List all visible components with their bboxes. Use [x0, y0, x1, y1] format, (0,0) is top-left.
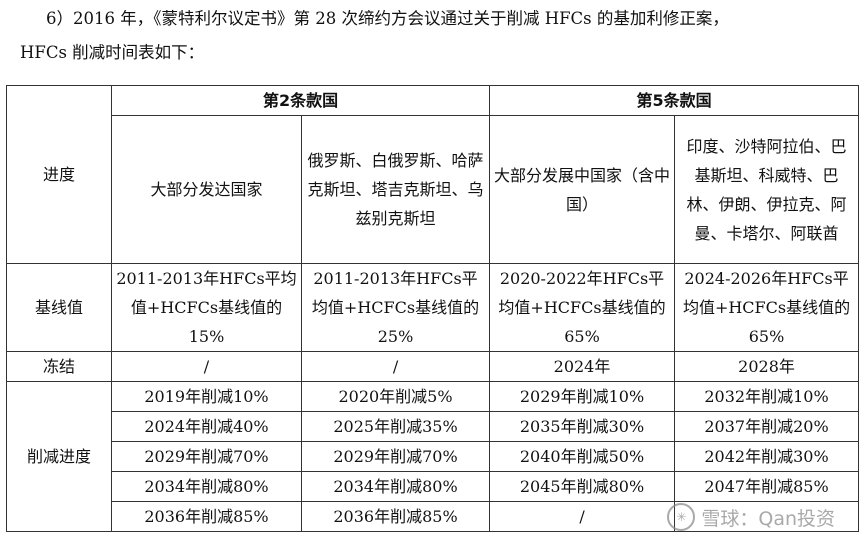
cell-reduction: 2029年削减70%	[300, 441, 491, 472]
cell-reduction: 2024年削减40%	[111, 411, 302, 442]
cell-reduction: 2047年削减85%	[674, 471, 860, 502]
cell-baseline: 2024-2026年HFCs平均值+HCFCs基线值的65%	[674, 263, 860, 352]
table-row: 进度 第2条款国 第5条款国	[6, 85, 860, 264]
intro-line-2: HFCs 削减时间表如下：	[20, 43, 205, 62]
table-row: 2029年削减70% 2029年削减70% 2040年削减50% 2042年削减…	[7, 441, 860, 472]
cell-baseline: 2011-2013年HFCs平均值+HCFCs基线值的25%	[300, 263, 491, 352]
cell-reduction: 2040年削减50%	[489, 441, 676, 472]
table-row: 冻结 / / 2024年 2028年	[6, 351, 860, 382]
intro-line-1: 6）2016 年，《蒙特利尔议定书》第 28 次缔约方会议通过关于削减 HFCs…	[46, 9, 729, 28]
cell-reduction: 2020年削减5%	[300, 381, 491, 412]
cell-reduction: 2034年削减80%	[300, 471, 491, 502]
table-row: 削减进度 2019年削减10% 2020年削减5% 2029年削减10% 203…	[6, 381, 860, 532]
header-article-2: 第2条款国	[110, 85, 491, 116]
watermark-text: 雪球：Qan投资	[701, 507, 835, 530]
table-row: 2024年削减40% 2025年削减35% 2035年削减30% 2037年削减…	[7, 411, 860, 442]
cell-reduction: 2035年削减30%	[489, 411, 676, 442]
header-col-india-group: 印度、沙特阿拉伯、巴基斯坦、科威特、巴林、伊朗、伊拉克、阿曼、卡塔尔、阿联酋	[674, 115, 860, 264]
cell-freeze: /	[111, 351, 302, 382]
table-row: 基线值 2011-2013年HFCs平均值+HCFCs基线值的15% 2011-…	[6, 263, 860, 352]
header-col-developing: 大部分发展中国家（含中国）	[489, 115, 676, 264]
header-col-russia-group: 俄罗斯、白俄罗斯、哈萨克斯坦、塔吉克斯坦、乌兹别克斯坦	[300, 115, 491, 264]
header-article-5: 第5条款国	[489, 85, 860, 116]
cell-reduction: 2037年削减20%	[674, 411, 860, 442]
hfc-reduction-table: 进度 第2条款国 第5条款国 大部分发达国家 俄罗斯、白俄罗斯、哈萨克斯坦、塔吉…	[6, 85, 860, 532]
cell-freeze: 2028年	[674, 351, 860, 382]
cell-reduction: 2029年削减70%	[111, 441, 302, 472]
cell-reduction: 2025年削减35%	[300, 411, 491, 442]
cell-baseline: 2020-2022年HFCs平均值+HCFCs基线值的65%	[489, 263, 676, 352]
snowball-logo-icon: ✳	[667, 503, 696, 531]
table-row: 大部分发达国家 俄罗斯、白俄罗斯、哈萨克斯坦、塔吉克斯坦、乌兹别克斯坦 大部分发…	[7, 115, 860, 264]
cell-reduction: 2032年削减10%	[674, 381, 860, 412]
cell-baseline: 2011-2013年HFCs平均值+HCFCs基线值的15%	[111, 263, 302, 352]
cell-reduction: 2034年削减80%	[111, 471, 302, 502]
cell-reduction: 2042年削减30%	[674, 441, 860, 472]
watermark: ✳ 雪球：Qan投资	[667, 503, 835, 531]
header-progress: 进度	[6, 85, 112, 264]
row-label-baseline: 基线值	[6, 263, 112, 352]
table-row: 2034年削减80% 2034年削减80% 2045年削减80% 2047年削减…	[7, 471, 860, 502]
row-label-freeze: 冻结	[6, 351, 112, 382]
row-label-reduction: 削减进度	[6, 381, 112, 532]
cell-freeze: 2024年	[489, 351, 676, 382]
cell-reduction: 2029年削减10%	[489, 381, 676, 412]
cell-reduction: 2019年削减10%	[111, 381, 302, 412]
cell-freeze: /	[300, 351, 491, 382]
cell-reduction: 2036年削减85%	[111, 501, 302, 532]
cell-reduction: /	[489, 501, 676, 532]
cell-reduction	[674, 501, 860, 532]
header-col-developed: 大部分发达国家	[111, 115, 302, 264]
cell-reduction: 2045年削减80%	[489, 471, 676, 502]
intro-paragraph: 6）2016 年，《蒙特利尔议定书》第 28 次缔约方会议通过关于削减 HFCs…	[20, 2, 860, 70]
cell-reduction: 2036年削减85%	[300, 501, 491, 532]
